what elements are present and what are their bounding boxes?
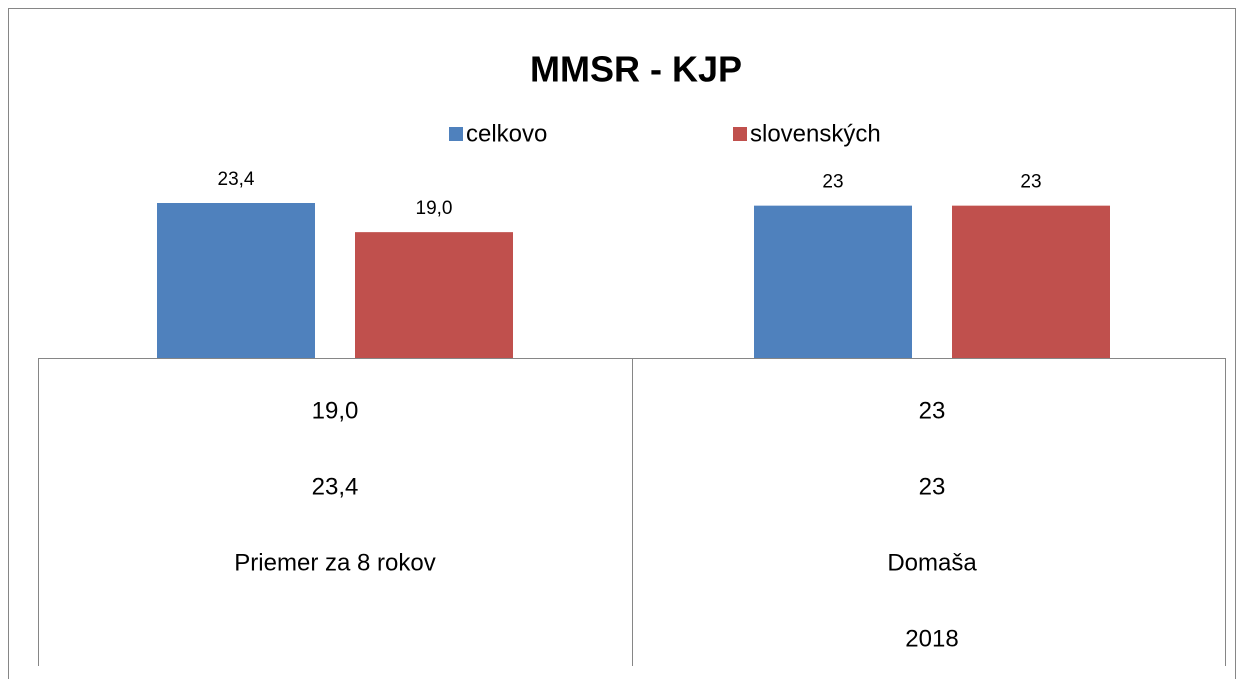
data-label: 23 [1020, 172, 1041, 193]
table-value: 23,4 [312, 473, 359, 500]
legend-swatch [449, 127, 463, 141]
legend-label: slovenských [750, 120, 881, 147]
data-label: 19,0 [416, 198, 453, 219]
bar [157, 203, 315, 358]
data-label: 23 [822, 172, 843, 193]
legend-swatch [733, 127, 747, 141]
x-tick-label: Domaša [887, 549, 977, 576]
bar [952, 205, 1110, 358]
x-group-label: 2018 [905, 625, 958, 652]
table-value: 23 [919, 397, 946, 424]
chart-title: MMSR - KJP [530, 49, 742, 90]
bar [754, 205, 912, 358]
legend-label: celkovo [466, 120, 547, 147]
x-tick-label: Priemer za 8 rokov [234, 549, 435, 576]
data-label: 23,4 [218, 169, 255, 190]
table-value: 23 [919, 473, 946, 500]
bar [355, 232, 513, 358]
table-value: 19,0 [312, 397, 359, 424]
